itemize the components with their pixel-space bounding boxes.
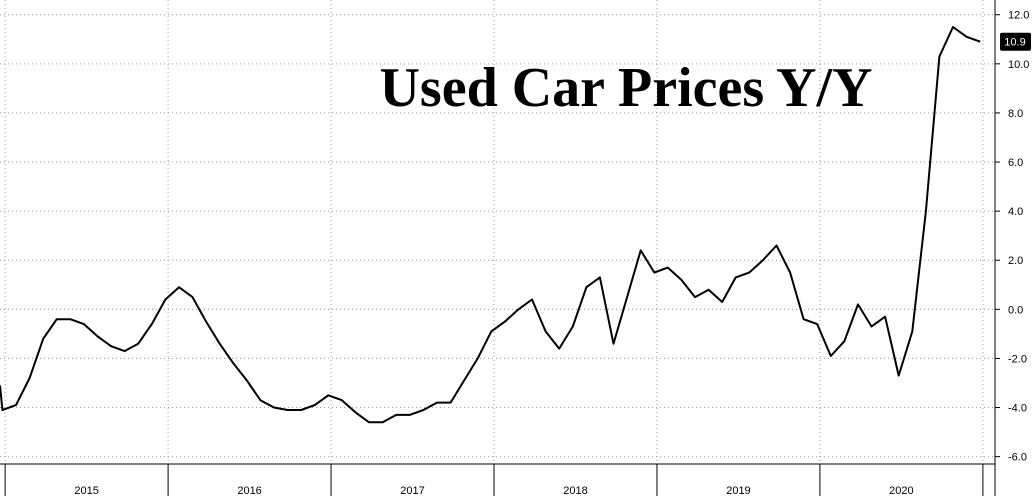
x-tick-label: 2016: [237, 485, 261, 496]
y-tick-label: 8.0: [1008, 108, 1023, 120]
y-tick-label: 12.0: [1008, 10, 1029, 22]
y-tick-label: -2.0: [1008, 353, 1027, 365]
chart-title: Used Car Prices Y/Y: [379, 57, 872, 119]
y-tick-label: 4.0: [1008, 206, 1023, 218]
y-tick-label: 10.0: [1008, 59, 1029, 71]
last-value-label: 10.9: [1004, 37, 1025, 49]
y-tick-label: 2.0: [1008, 255, 1023, 267]
series: [0, 26, 981, 424]
axes: [0, 0, 996, 496]
x-tick-label: 2020: [889, 485, 913, 496]
series-line: [0, 26, 981, 424]
title-group: Used Car Prices Y/Y: [379, 57, 872, 119]
last-value-badge: [1000, 32, 1031, 51]
x-tick-label: 2019: [726, 485, 750, 496]
x-tick-label: 2015: [74, 485, 98, 496]
y-tick-label: -4.0: [1008, 403, 1027, 415]
x-tick-label: 2018: [563, 485, 587, 496]
y-tick-label: 0.0: [1008, 304, 1023, 316]
x-tick-label: 2017: [400, 485, 424, 496]
x-axis-ticks: 2015 2016 2017 2018 2019 2020: [4, 464, 984, 497]
y-axis-ticks: -6.0 -4.0 -2.0 0.0 2.0 4.0 6.0 8.0 10.0 12.0: [995, 10, 1029, 464]
last-value-group: 10.9: [1000, 32, 1031, 51]
y-tick-label: 6.0: [1008, 157, 1023, 169]
y-tick-label: -6.0: [1008, 452, 1027, 464]
grid: [0, 0, 995, 464]
